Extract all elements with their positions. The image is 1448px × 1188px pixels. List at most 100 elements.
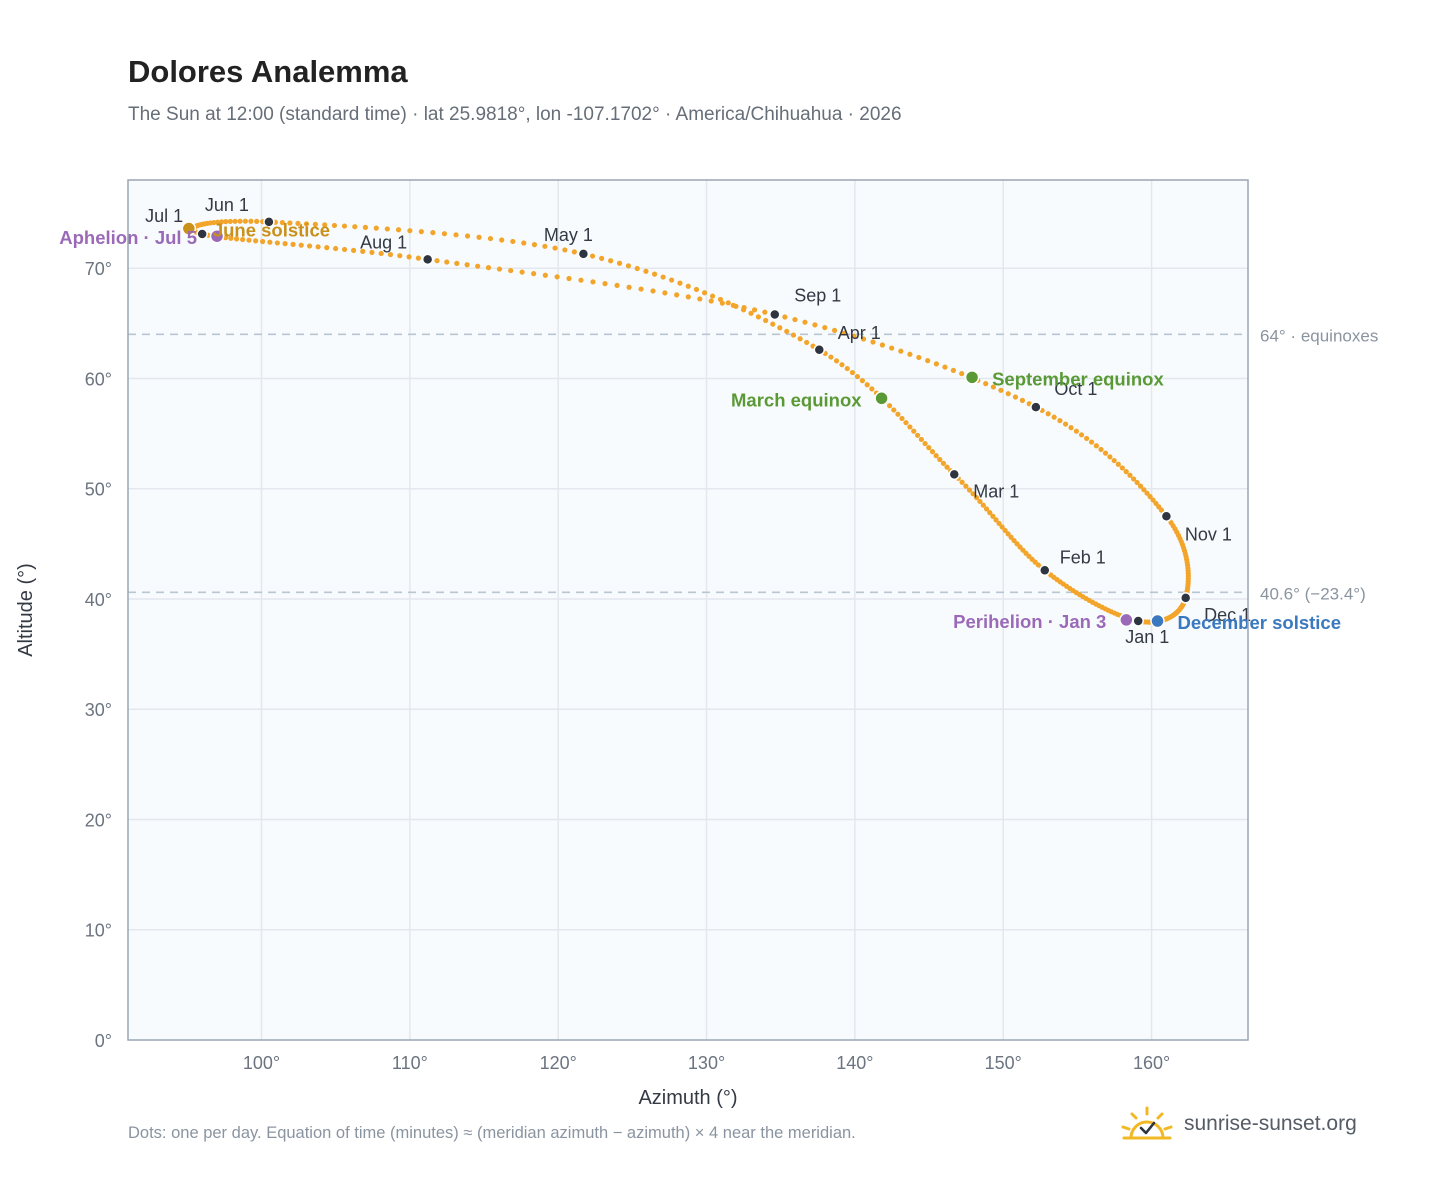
daily-dot — [418, 229, 424, 235]
event-dot — [1119, 612, 1134, 628]
daily-dot — [1123, 469, 1129, 475]
daily-dot — [499, 237, 505, 243]
daily-dot — [1088, 439, 1095, 445]
daily-dot — [685, 283, 691, 289]
daily-dot — [674, 292, 680, 298]
daily-dot — [751, 307, 758, 313]
month-dot — [1132, 615, 1144, 627]
daily-dot — [395, 227, 402, 233]
daily-dot — [267, 239, 273, 245]
footnote: Dots: one per day. Equation of time (min… — [128, 1124, 856, 1142]
daily-dot — [1131, 476, 1137, 482]
daily-dot — [929, 449, 936, 455]
daily-dot — [895, 411, 901, 417]
daily-dot — [279, 219, 285, 226]
daily-dot — [790, 332, 797, 338]
daily-dot — [519, 269, 525, 275]
daily-dot — [831, 327, 838, 333]
event-dot — [964, 370, 980, 385]
month-label: Oct 1 — [1054, 379, 1097, 399]
daily-dot — [634, 265, 640, 272]
daily-dot — [822, 324, 828, 331]
daily-dot — [854, 373, 861, 380]
daily-dot — [322, 222, 328, 228]
daily-dot — [889, 345, 895, 351]
daily-dot — [911, 428, 917, 434]
daily-dot — [959, 479, 965, 485]
daily-dot — [1068, 425, 1074, 431]
daily-dot — [566, 275, 572, 282]
daily-dot — [730, 302, 736, 308]
daily-dot — [990, 513, 996, 519]
x-tick-label: 150° — [985, 1053, 1022, 1073]
daily-dot — [802, 319, 808, 325]
reference-line-label: 64° · equinoxes — [1260, 326, 1378, 345]
daily-dot — [996, 520, 1002, 527]
month-label: Mar 1 — [973, 481, 1019, 501]
daily-dot — [1144, 490, 1150, 496]
daily-dot — [554, 274, 560, 280]
daily-dot — [762, 309, 768, 315]
daily-dot — [298, 242, 304, 248]
daily-dot — [608, 258, 614, 264]
daily-dot — [1147, 494, 1153, 500]
daily-dot — [879, 342, 885, 348]
daily-dot — [677, 280, 683, 286]
month-dot — [948, 468, 961, 481]
daily-dot — [643, 268, 649, 274]
daily-dot — [959, 371, 965, 377]
chart-title: Dolores Analemma — [128, 54, 408, 89]
daily-dot — [944, 464, 950, 470]
daily-dot — [1134, 479, 1140, 486]
brand-name[interactable]: sunrise-sunset.org — [1184, 1112, 1357, 1135]
daily-dot — [741, 304, 747, 311]
daily-dot — [1093, 443, 1099, 449]
daily-dot — [685, 294, 691, 300]
daily-dot — [937, 456, 943, 463]
x-tick-label: 130° — [688, 1053, 725, 1073]
month-dot — [421, 253, 434, 266]
daily-dot — [287, 220, 293, 226]
daily-dot — [748, 310, 754, 316]
y-tick-label: 0° — [95, 1031, 112, 1051]
daily-dot — [1019, 397, 1026, 403]
daily-dot — [833, 358, 840, 364]
daily-dot — [849, 369, 856, 376]
daily-dot — [638, 286, 644, 292]
daily-dot — [614, 282, 620, 289]
daily-dot — [828, 354, 834, 360]
daily-dot — [1051, 414, 1057, 420]
daily-dot — [918, 436, 924, 443]
daily-dot — [485, 265, 492, 271]
daily-dot — [360, 248, 366, 254]
y-tick-label: 20° — [85, 810, 112, 830]
daily-dot — [312, 221, 318, 227]
daily-dot — [983, 506, 990, 512]
month-label: Jul 1 — [145, 206, 183, 226]
daily-dot — [973, 495, 980, 501]
daily-dot — [407, 228, 413, 234]
month-dot — [1030, 401, 1042, 413]
daily-dot — [668, 277, 675, 283]
month-label: Jan 1 — [1125, 627, 1169, 647]
y-axis-label: Altitude (°) — [15, 563, 37, 657]
y-tick-label: 10° — [85, 921, 112, 941]
daily-dot — [922, 440, 928, 447]
month-label: Aug 1 — [360, 232, 407, 252]
daily-dot — [1011, 537, 1017, 544]
daily-dot — [1057, 418, 1063, 424]
brand[interactable]: sunrise-sunset.org — [1120, 1104, 1357, 1144]
daily-dot — [303, 221, 310, 227]
daily-dot — [1078, 432, 1085, 438]
daily-dot — [839, 362, 845, 368]
reference-lines: 64° · equinoxes 40.6° (−23.4°) — [128, 326, 1378, 603]
daily-dot — [542, 272, 548, 278]
daily-dot — [331, 222, 338, 229]
daily-dot — [274, 240, 280, 246]
x-tick-label: 110° — [392, 1053, 428, 1073]
daily-dot — [476, 234, 482, 240]
daily-dot — [578, 277, 584, 283]
daily-dot — [625, 263, 632, 269]
daily-dot — [1102, 450, 1109, 456]
event-label: September equinox — [992, 368, 1164, 389]
